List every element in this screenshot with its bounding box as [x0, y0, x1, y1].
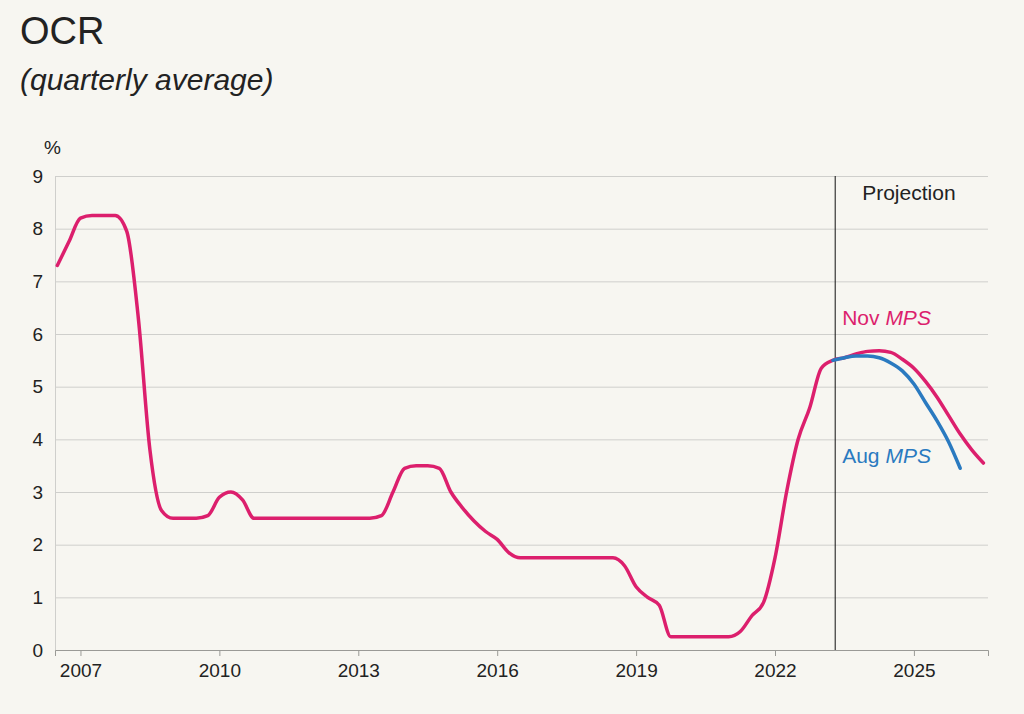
x-tick: 2019 [615, 650, 657, 681]
x-tick-label: 2022 [754, 660, 796, 681]
x-tick-mark [775, 650, 776, 656]
x-tick-mark [80, 650, 81, 656]
y-tick: 8 [32, 218, 988, 239]
x-tick-mark [914, 650, 915, 656]
x-tick-label: 2010 [199, 660, 241, 681]
grid-line [55, 334, 988, 335]
y-tick: 5 [32, 376, 988, 397]
x-axis-line [56, 651, 989, 657]
grid-line [55, 387, 988, 388]
grid-line [55, 229, 988, 230]
annotation: Projection [862, 181, 955, 204]
x-tick: 2007 [60, 650, 102, 681]
y-tick-label: 4 [32, 429, 43, 450]
grid-line [55, 545, 988, 546]
grid-line [55, 492, 988, 493]
x-tick-label: 2007 [60, 660, 102, 681]
background [0, 0, 1024, 714]
grid-line [55, 597, 988, 598]
projection-line [835, 176, 836, 650]
y-tick: 3 [32, 482, 988, 503]
y-tick-label: 5 [32, 376, 43, 397]
x-tick-mark [219, 650, 220, 656]
grid-line [55, 281, 988, 282]
chart: OCR (quarterly average)% 0 1 2 3 4 5 6 7 8 9 2007 201… [0, 0, 1024, 714]
y-tick: 9 [32, 166, 988, 187]
series-line [57, 216, 983, 637]
y-tick-label: 9 [32, 166, 43, 187]
y-tick-label: 3 [32, 482, 43, 503]
series-label: Nov MPS [842, 306, 931, 329]
x-tick: 2013 [338, 650, 380, 681]
x-axis: 2007 2010 2013 2016 2019 2022 2025 [56, 650, 989, 681]
y-tick-label: 6 [32, 324, 43, 345]
x-tick-mark [497, 650, 498, 656]
x-tick-label: 2019 [615, 660, 657, 681]
x-tick-mark [358, 650, 359, 656]
y-tick-label: 2 [32, 534, 43, 555]
x-tick: 2010 [199, 650, 241, 681]
y-tick: 1 [32, 587, 988, 608]
y-tick: 7 [32, 271, 988, 292]
series-lines [57, 216, 983, 637]
y-axis-line [56, 177, 989, 651]
x-tick: 2025 [893, 650, 935, 681]
subtitle: (quarterly average) [20, 63, 273, 96]
x-tick-label: 2013 [338, 660, 380, 681]
title: OCR [20, 10, 104, 52]
series-line [833, 356, 960, 468]
x-tick: 2022 [754, 650, 796, 681]
y-tick-label: 7 [32, 271, 43, 292]
grid-line [55, 439, 988, 440]
y-tick-label: 1 [32, 587, 43, 608]
x-tick-mark [636, 650, 637, 656]
x-tick-label: 2025 [893, 660, 935, 681]
y-tick: 0 [32, 640, 988, 661]
x-tick: 2016 [477, 650, 519, 681]
plot: 0 1 2 3 4 5 6 7 8 9 2007 2010 2013 2016 2019 2022 2025 Pr… [32, 166, 988, 682]
series-label: Aug MPS [842, 444, 931, 467]
y-axis-label: % [44, 137, 61, 158]
x-tick-label: 2016 [477, 660, 519, 681]
y-tick-label: 8 [32, 218, 43, 239]
grid-line [55, 176, 988, 177]
y-axis: 0 1 2 3 4 5 6 7 8 9 [32, 166, 988, 661]
y-tick-label: 0 [32, 640, 43, 661]
